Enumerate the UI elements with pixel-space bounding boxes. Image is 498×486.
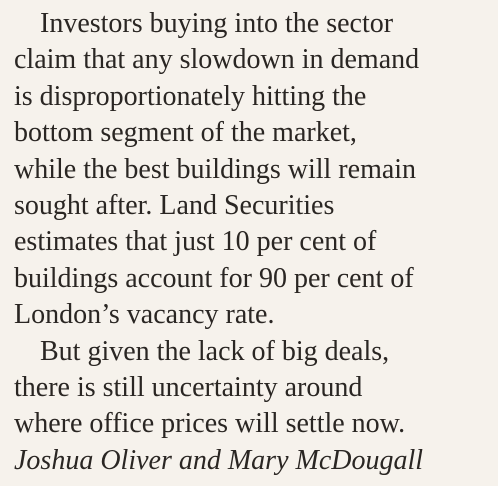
text-line: is disproportionately hitting the xyxy=(14,80,367,112)
text-line: while the best buildings will remain xyxy=(14,153,417,185)
text-line: Investors buying into the sector xyxy=(40,8,394,39)
article: Investors buying into the sector claim th… xyxy=(14,6,494,479)
text-line: where office prices will settle now. xyxy=(14,408,406,440)
text-line: buildings account for 90 per cent of xyxy=(14,262,414,294)
text-line: But given the lack of big deals, xyxy=(40,335,390,367)
byline: Joshua Oliver and Mary McDougall xyxy=(14,444,424,476)
text-line: sought after. Land Securities xyxy=(14,190,335,222)
text-line: there is still uncertainty around xyxy=(14,372,363,404)
text-line: claim that any slowdown in demand xyxy=(14,44,420,76)
text-line: London’s vacancy rate. xyxy=(14,299,275,331)
text-line: bottom segment of the market, xyxy=(14,117,357,149)
text-line: estimates that just 10 per cent of xyxy=(14,226,377,258)
